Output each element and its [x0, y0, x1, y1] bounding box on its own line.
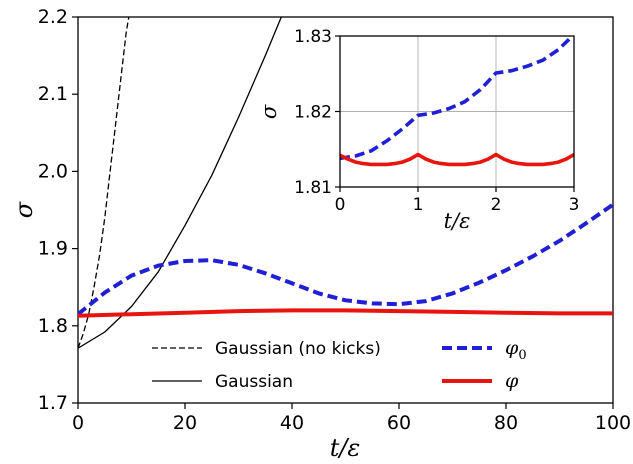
inset-y-tick-label: 1.81: [294, 178, 332, 198]
main-y-tick-label: 2.1: [38, 83, 68, 105]
main-plot-frame: [77, 16, 614, 404]
main-y-tick-label: 2.0: [38, 160, 68, 182]
legend-label-phi: φ: [505, 370, 519, 392]
main-series-3-line: [78, 308, 613, 318]
legend-label-gaussian-no-kicks: Gaussian (no kicks): [215, 339, 381, 359]
inset-x-tick-label: 0: [335, 195, 346, 215]
inset-x-axis-label: t/ε: [444, 209, 471, 233]
legend-label-gaussian: Gaussian: [215, 372, 293, 392]
main-y-tick-label: 1.7: [38, 392, 68, 414]
inset-y-tick-label: 1.83: [294, 27, 332, 47]
main-x-tick-label: 80: [494, 412, 518, 434]
main-x-tick-label: 100: [595, 412, 631, 434]
inset-y-axis-label: σ: [257, 104, 281, 119]
inset-x-tick-label: 2: [491, 195, 502, 215]
legend: Gaussian (no kicks) Gaussian φ0 φ: [152, 337, 527, 392]
inset-ticks: 0 1 2 3 1.81 1.82 1.83: [294, 27, 579, 215]
main-y-tick-label: 2.2: [38, 6, 68, 28]
inset-y-tick-label: 1.82: [294, 103, 332, 123]
main-x-tick-label: 20: [173, 412, 197, 434]
main-y-tick-label: 1.9: [38, 238, 68, 260]
main-x-axis-label: t/ε: [330, 434, 361, 462]
main-lines: [78, 17, 613, 349]
main-x-tick-label: 40: [280, 412, 304, 434]
legend-label-phi0: φ0: [505, 337, 527, 363]
main-series-0-line: [78, 17, 130, 349]
inset-series-1-line: [340, 152, 574, 167]
main-x-tick-label: 0: [72, 412, 84, 434]
main-y-axis-label: σ: [10, 201, 38, 218]
inset-x-tick-label: 1: [413, 195, 424, 215]
main-x-tick-label: 60: [387, 412, 411, 434]
main-series-2-line: [78, 202, 613, 316]
inset-lines: [340, 36, 574, 167]
inset-x-tick-label: 3: [569, 195, 580, 215]
main-series-1-line: [78, 17, 282, 349]
main-y-tick-label: 1.8: [38, 315, 68, 337]
